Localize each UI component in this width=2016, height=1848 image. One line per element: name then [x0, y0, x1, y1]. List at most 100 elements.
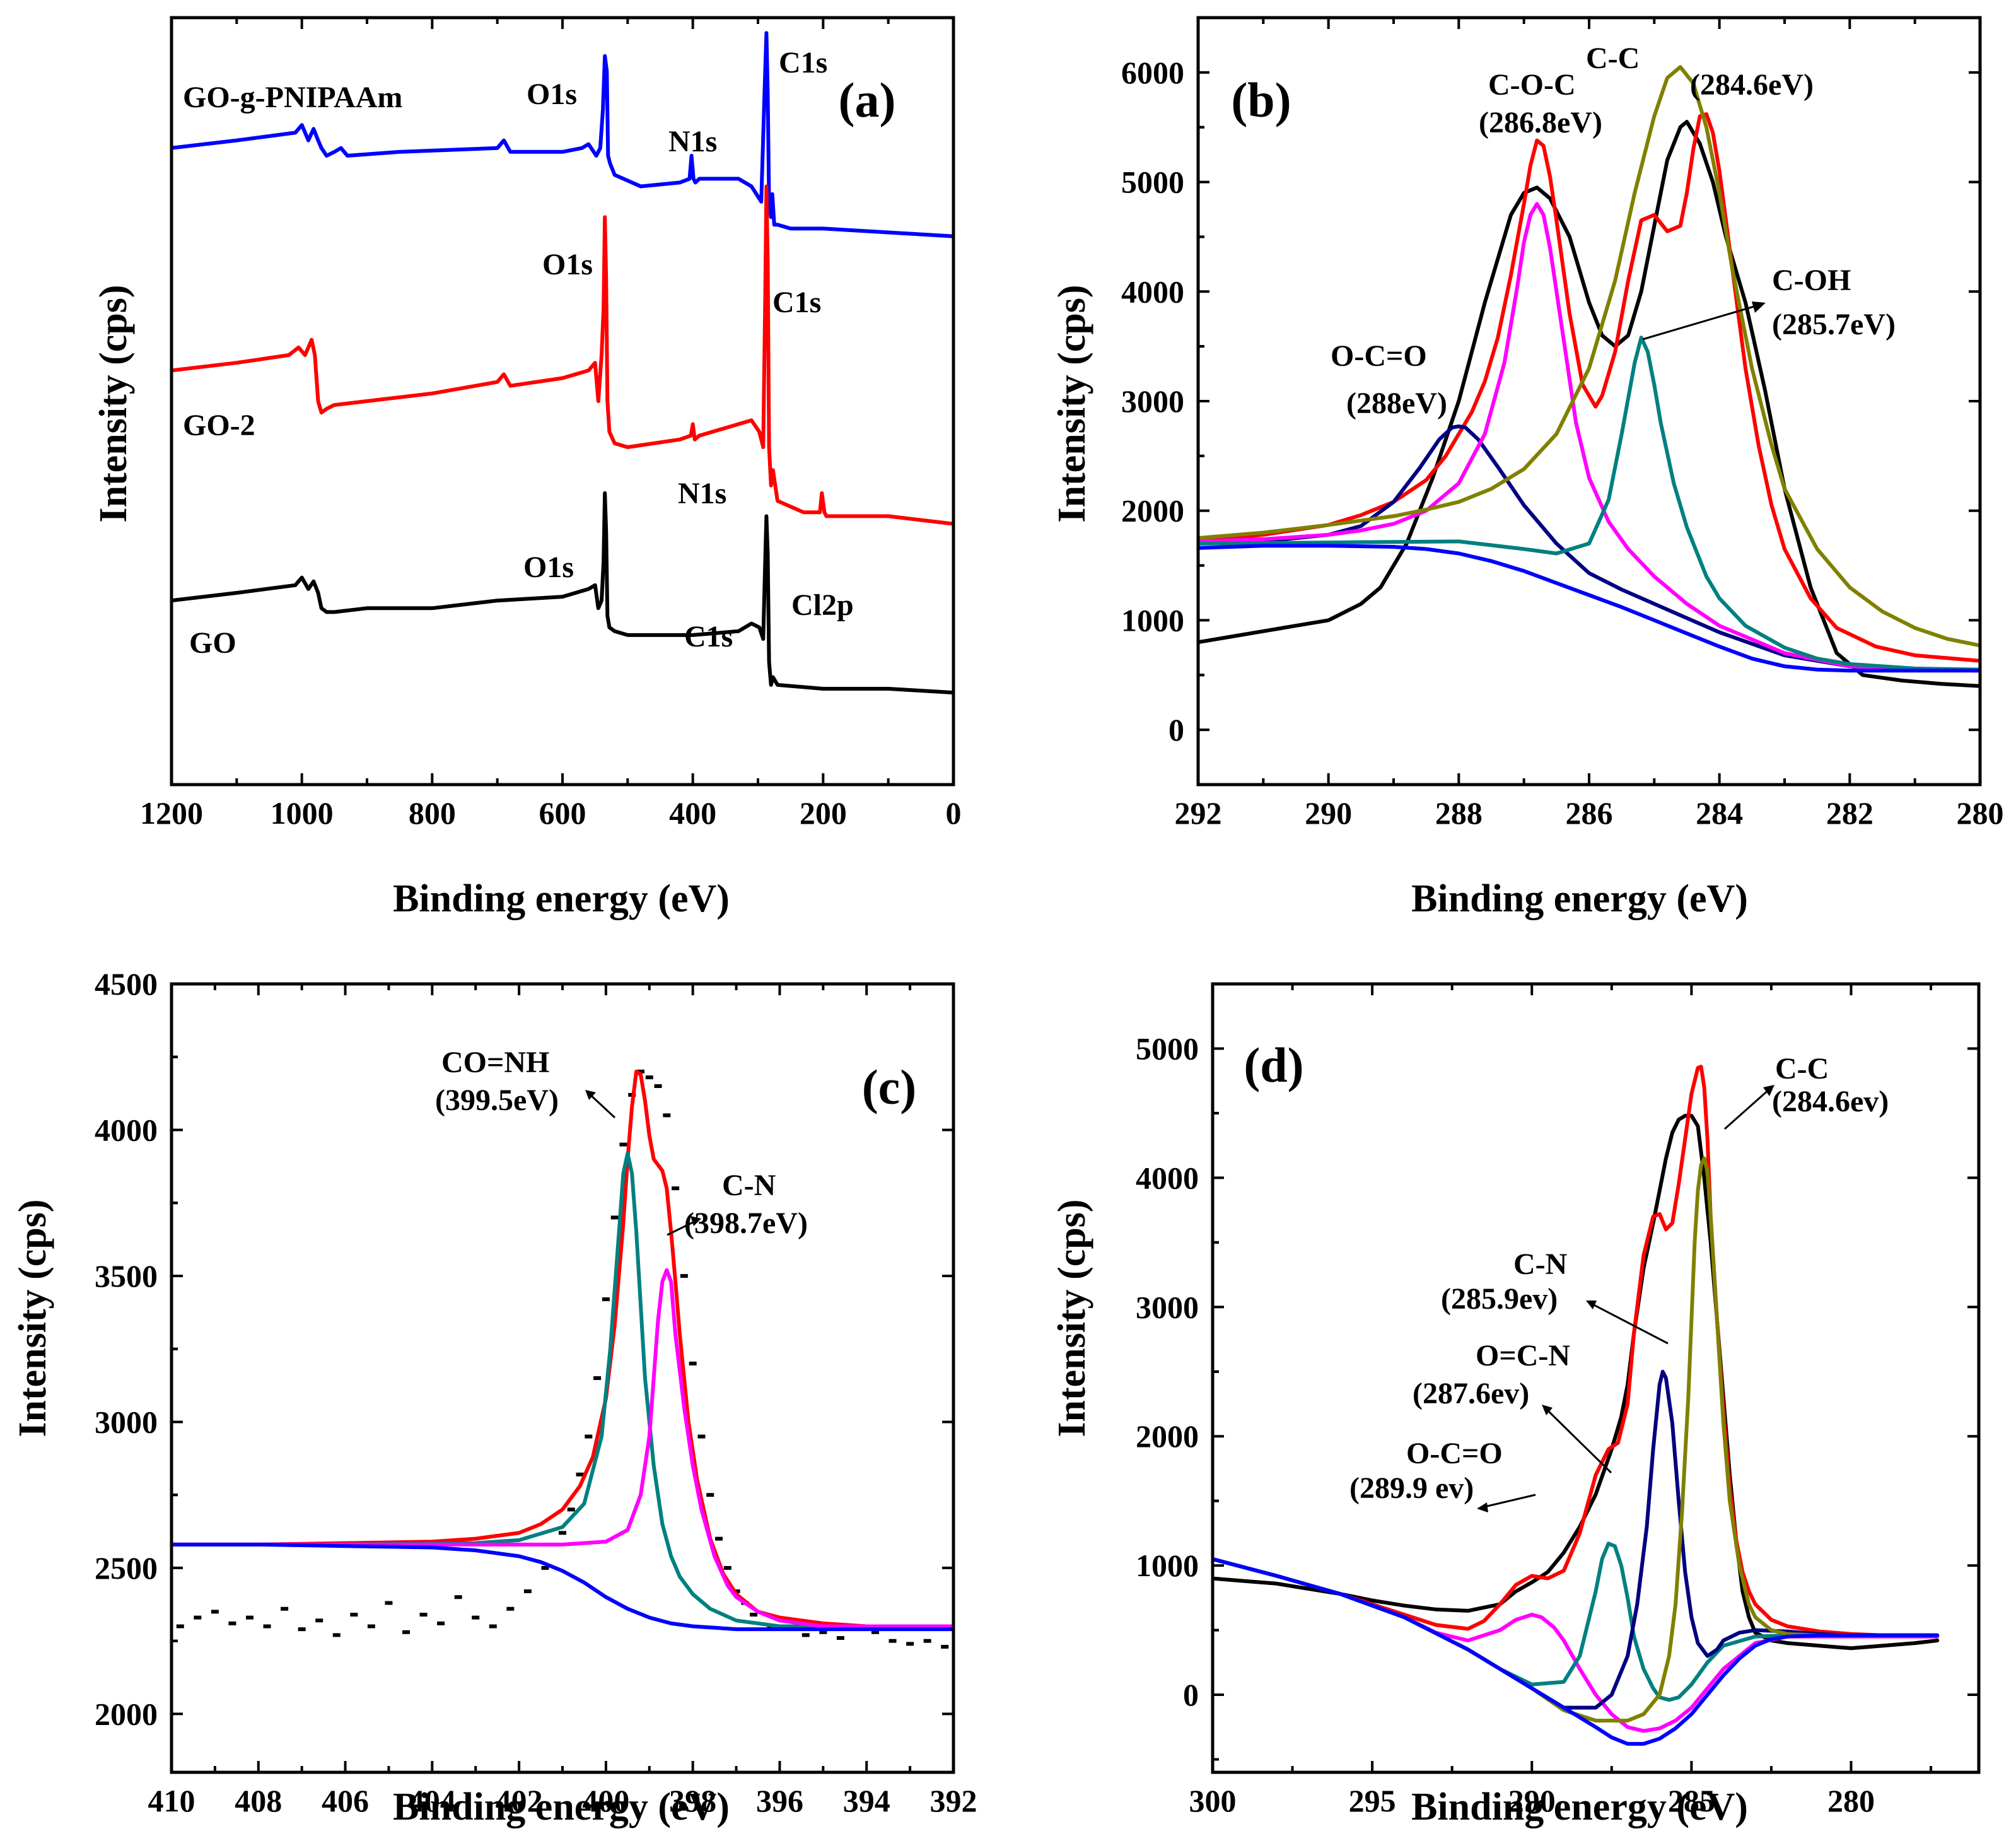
panel-d-ytick-label: 5000	[1136, 1031, 1199, 1066]
panel-a-xlabel: Binding energy (eV)	[393, 877, 730, 920]
panel-b-xtick-label: 286	[1566, 795, 1613, 831]
panel-c-data-point	[472, 1615, 480, 1620]
panel-c-xtick-label: 410	[148, 1783, 195, 1818]
panel-d-xtick-label: 295	[1349, 1783, 1396, 1818]
panel-d-ylabel: Intensity (cps)	[1051, 1199, 1093, 1437]
panel-c-data-point	[610, 1215, 619, 1220]
panel-a-xtick-label: 200	[800, 795, 847, 831]
panel-c-data-point	[402, 1630, 410, 1634]
panel-c-data-point	[367, 1624, 375, 1629]
panel-c-data-point	[706, 1493, 714, 1497]
panel-a-label: (a)	[839, 73, 896, 127]
panel-d-ann-oco: O-C=O	[1406, 1437, 1503, 1470]
panel-c-data-point	[211, 1610, 219, 1614]
panel-d-ytick-label: 0	[1183, 1677, 1199, 1712]
panel-d-frame	[1211, 982, 1981, 1774]
panel-d-arrow-cc	[1724, 1087, 1771, 1130]
panel-c-xtick-label: 408	[235, 1783, 282, 1818]
panel-c-data-point	[454, 1595, 462, 1599]
panel-c-label: (c)	[862, 1060, 917, 1114]
panel-c-data-point	[941, 1644, 949, 1649]
panel-a-ann-cl2p: Cl2p	[791, 588, 854, 622]
panel-b-ann-coc-ev: (286.8eV)	[1479, 106, 1602, 139]
panel-d-ann-ocn: O=C-N	[1476, 1339, 1570, 1372]
panel-c-series-co-nh-399-5ev	[172, 1151, 953, 1629]
panel-b: 292 290 288 286 284 282 280 0 1000 2000 3000 4000 50…	[1051, 16, 2004, 920]
panel-c-data-point	[350, 1613, 358, 1617]
panel-a-ann-go2: GO-2	[183, 409, 255, 442]
panel-b-ann-cc-ev: (284.6eV)	[1690, 68, 1814, 102]
panel-d-series-fit-envelope	[1213, 1065, 1940, 1637]
panel-d-ticks: 300 295 290 285 280 0 1000 2000 3000 4000 5000	[1136, 984, 1979, 1818]
panel-d-ann-cc: C-C	[1775, 1052, 1829, 1085]
panel-c-ann-conh-ev: (399.5eV)	[435, 1084, 559, 1117]
panel-a-ann-o1s-1: O1s	[527, 78, 577, 111]
panel-c-data-point	[489, 1624, 497, 1629]
panel-d-ytick-label: 1000	[1136, 1548, 1199, 1583]
panel-b-arrow-coh	[1642, 303, 1763, 341]
panel-a-xtick-label: 400	[669, 795, 716, 831]
panel-d-ann-cn: C-N	[1513, 1248, 1568, 1281]
panel-d-arrow-cn	[1588, 1301, 1669, 1345]
panel-c-data-point	[523, 1589, 532, 1593]
panel-c-ann-cn: C-N	[722, 1169, 776, 1202]
panel-c-data-point	[281, 1606, 289, 1611]
panel-b-xtick-label: 282	[1826, 795, 1873, 831]
panel-c-data-point	[385, 1601, 393, 1605]
panel-b-xtick-label: 280	[1957, 795, 2004, 831]
panel-c-data-point	[663, 1113, 671, 1118]
panel-a-ann-c1s-3: C1s	[684, 620, 733, 653]
panel-c-arrow-cn	[667, 1219, 697, 1236]
panel-a-xtick-label: 1200	[140, 795, 203, 831]
panel-c-data-point	[176, 1624, 184, 1629]
panel-b-ann-coh: C-OH	[1772, 264, 1851, 297]
panel-a-ann-c1s-2: C1s	[772, 286, 821, 319]
panel-c-data-point	[506, 1606, 515, 1611]
panel-d-ann-cn-ev: (285.9ev)	[1441, 1282, 1558, 1316]
panel-c-data-point	[637, 1069, 644, 1073]
panel-b-ytick-label: 1000	[1121, 602, 1184, 638]
panel-c-data-point	[263, 1624, 271, 1629]
panel-c-data-point	[194, 1615, 202, 1620]
panel-d-arrow-ocn	[1544, 1406, 1612, 1474]
panel-c-ytick-label: 2000	[95, 1696, 158, 1731]
panel-c-data-point	[906, 1642, 914, 1646]
panel-d-xtick-label: 290	[1508, 1783, 1556, 1818]
panel-c-xtick-label: 396	[756, 1783, 803, 1818]
panel-c-ytick-label: 4500	[95, 966, 158, 1002]
panel-d-arrowhead-oco	[1477, 1502, 1488, 1512]
panel-a-ann-c1s-1: C1s	[779, 46, 827, 79]
panel-d-arrowhead-ocn	[1542, 1405, 1553, 1415]
panel-d-series-o-c-n-287-6ev	[1213, 1541, 1940, 1702]
panel-c-series-experimental-dots	[176, 1069, 949, 1649]
panel-b-series-c-oh-285-7ev	[1198, 336, 1980, 672]
panel-a-series-go-g-pnipaam	[172, 31, 953, 238]
panel-a-xtick-label: 600	[539, 795, 586, 831]
panel-c-xlabel: Binding energy (eV)	[393, 1786, 730, 1828]
panel-c-data-point	[871, 1630, 879, 1634]
panel-b-ytick-label: 5000	[1121, 165, 1184, 200]
panel-c-ann-cn-ev: (398.7eV)	[684, 1207, 808, 1240]
panel-d-ann-cc-ev: (284.6ev)	[1772, 1085, 1889, 1118]
panel-c-data-point	[697, 1434, 706, 1439]
panel-b-xtick-label: 284	[1696, 795, 1743, 831]
panel-c-data-point	[437, 1621, 445, 1625]
panel-d-ytick-label: 2000	[1136, 1418, 1199, 1454]
panel-c-arrowhead-cn	[690, 1216, 701, 1226]
panel-c-ticks: 410 408 406 404 402 400 398 396 394 392 2000 2500 30…	[95, 966, 977, 1818]
panel-d-arrowhead-cc	[1763, 1085, 1774, 1096]
panel-d-label: (d)	[1244, 1038, 1303, 1092]
panel-d-arrow-oco	[1481, 1494, 1536, 1509]
panel-c-series-c-n-398-7ev	[172, 1268, 953, 1629]
panel-b-ann-coh-ev: (285.7eV)	[1772, 308, 1896, 341]
panel-c-data-point	[654, 1084, 662, 1089]
panel-d-series-background	[1213, 1557, 1940, 1746]
panel-b-ytick-label: 6000	[1121, 55, 1184, 90]
panel-b-ann-oco-ev: (288eV)	[1346, 387, 1447, 420]
panel-c-xtick-label: 392	[930, 1783, 977, 1818]
panel-c-xtick-label: 406	[322, 1783, 369, 1818]
panel-a-ticks: 1200 1000 800 600 400 200 0	[140, 18, 962, 831]
panel-c-data-point	[593, 1376, 602, 1380]
panel-b-series-o-c-o-288ev	[1198, 424, 1980, 673]
